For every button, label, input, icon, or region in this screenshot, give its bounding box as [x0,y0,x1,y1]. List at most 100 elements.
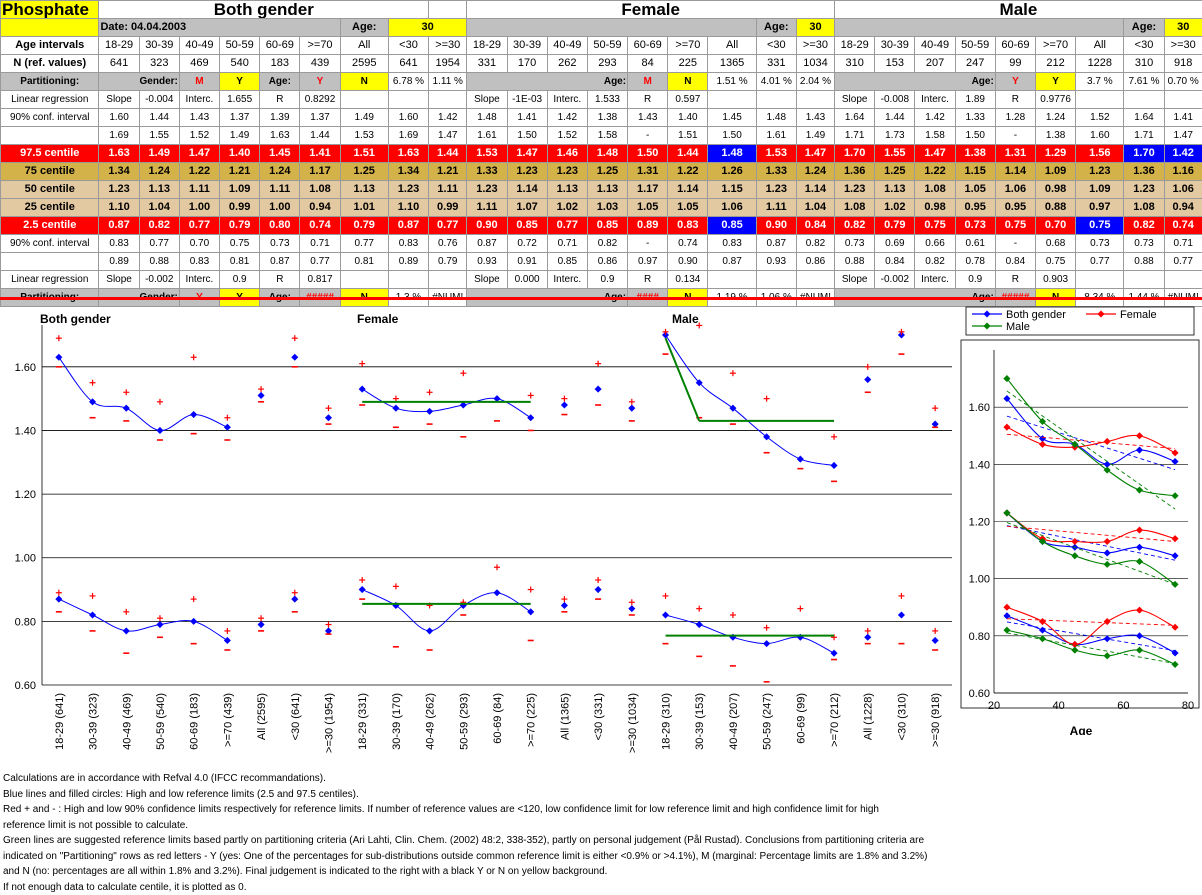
ci_top1-cell: 1.44 [875,109,915,127]
centile-point [831,462,838,469]
row-label: 25 centile [1,199,99,217]
series-point [1136,527,1143,534]
percent: 3.7 % [1076,73,1124,91]
centile-point [797,456,804,463]
c50-cell: 1.13 [587,181,627,199]
series-point [1136,447,1143,454]
ci_bot2-cell: 0.75 [1036,253,1076,271]
ci_top1-cell: 1.28 [995,109,1035,127]
x-tick-label: 20 [988,700,1000,712]
series-point [1039,627,1046,634]
c025-cell: 0.75 [1076,217,1124,235]
row-label [1,127,99,145]
cell [467,19,756,37]
legend-label: Female [1120,309,1157,321]
cell [1,19,99,37]
ci_bot2-cell: 0.88 [835,253,875,271]
ci_bot2-cell: 0.97 [628,253,668,271]
c75-cell: 1.25 [340,163,388,181]
c75-cell: 1.23 [1076,163,1124,181]
x-tick-label: 60-69 (183) [189,693,201,750]
c75-cell: 1.25 [875,163,915,181]
x-tick-label: 40-49 (207) [728,693,740,750]
ci_bot1-cell: 0.73 [835,235,875,253]
series-point [1172,552,1179,559]
row-label: Linear regression [1,91,99,109]
note-line: and N (no: percentages are all within 1.… [3,864,1003,880]
series-point [1136,432,1143,439]
ci_top2-cell: 1.60 [1076,127,1124,145]
c025-cell: 0.90 [756,217,796,235]
c975-cell: 1.44 [429,145,467,163]
ci_top1-cell: 1.64 [1124,109,1164,127]
c25-cell: 0.99 [220,199,260,217]
c50-cell: 1.23 [835,181,875,199]
series-point [1136,558,1143,565]
n-cell: 225 [668,55,708,73]
c25-cell: 0.95 [995,199,1035,217]
percent: 1.51 % [708,73,756,91]
c75-cell: 1.33 [756,163,796,181]
c50-cell: 1.06 [995,181,1035,199]
c25-cell: 1.01 [340,199,388,217]
n-cell: 293 [587,55,627,73]
ci_top1-cell: 1.42 [915,109,955,127]
lr_bot-cell: Interc. [179,271,219,289]
interval-header: 40-49 [915,37,955,55]
c025-cell: 0.77 [179,217,219,235]
chart-title: Male [672,312,699,326]
lr_top-cell: 1.533 [587,91,627,109]
gender-flag: M [179,73,219,91]
lr_bot-cell: R [260,271,300,289]
sheet-title: Phosphate [1,1,99,19]
c025-cell: 0.85 [587,217,627,235]
centile-point [359,586,366,593]
age-label: Age: [756,19,796,37]
centile-point [595,586,602,593]
n-cell: 310 [1124,55,1164,73]
n-cell: 2595 [340,55,388,73]
x-tick-label: 30-39 (170) [391,693,403,750]
ci_top1-cell: 1.42 [429,109,467,127]
ci_bot2-cell: 0.78 [955,253,995,271]
percent: 1.11 % [429,73,467,91]
interval-header: 60-69 [628,37,668,55]
c25-cell: 1.10 [388,199,428,217]
interval-header: 50-59 [955,37,995,55]
lr_top-cell [796,91,834,109]
interval-header: 60-69 [995,37,1035,55]
ci_top1-cell: 1.49 [340,109,388,127]
centile-point [291,596,298,603]
note-line: If not enough data to calculate centile,… [3,880,1003,895]
ci_top1-cell: 1.43 [628,109,668,127]
trend-line [1007,434,1175,448]
series-point [1039,635,1046,642]
series-point [1136,647,1143,654]
centile-point [527,414,534,421]
centile-line [362,590,531,631]
interval-header: >=30 [1164,37,1202,55]
x-tick-label: 50-59 (247) [762,693,774,750]
centile-point [359,386,366,393]
centile-line [666,615,834,653]
ci_top2-cell: 1.44 [300,127,340,145]
centile-point [89,611,96,618]
centile-point [224,424,231,431]
lr_top-cell: R [260,91,300,109]
interval-header: 30-39 [507,37,547,55]
interval-header: 50-59 [220,37,260,55]
lr_top-cell [1076,91,1124,109]
lr_bot-cell: Slope [835,271,875,289]
lr_top-cell: 1.655 [220,91,260,109]
c975-cell: 1.47 [796,145,834,163]
x-tick-label: 40-49 (262) [425,693,437,750]
n-cell: 439 [300,55,340,73]
cell [429,1,467,19]
c025-cell: 0.85 [708,217,756,235]
c25-cell: 1.00 [179,199,219,217]
centile-point [493,589,500,596]
series-point [1172,624,1179,631]
ci_top1-cell: 1.37 [220,109,260,127]
c50-cell: 1.13 [875,181,915,199]
n-cell: 1034 [796,55,834,73]
